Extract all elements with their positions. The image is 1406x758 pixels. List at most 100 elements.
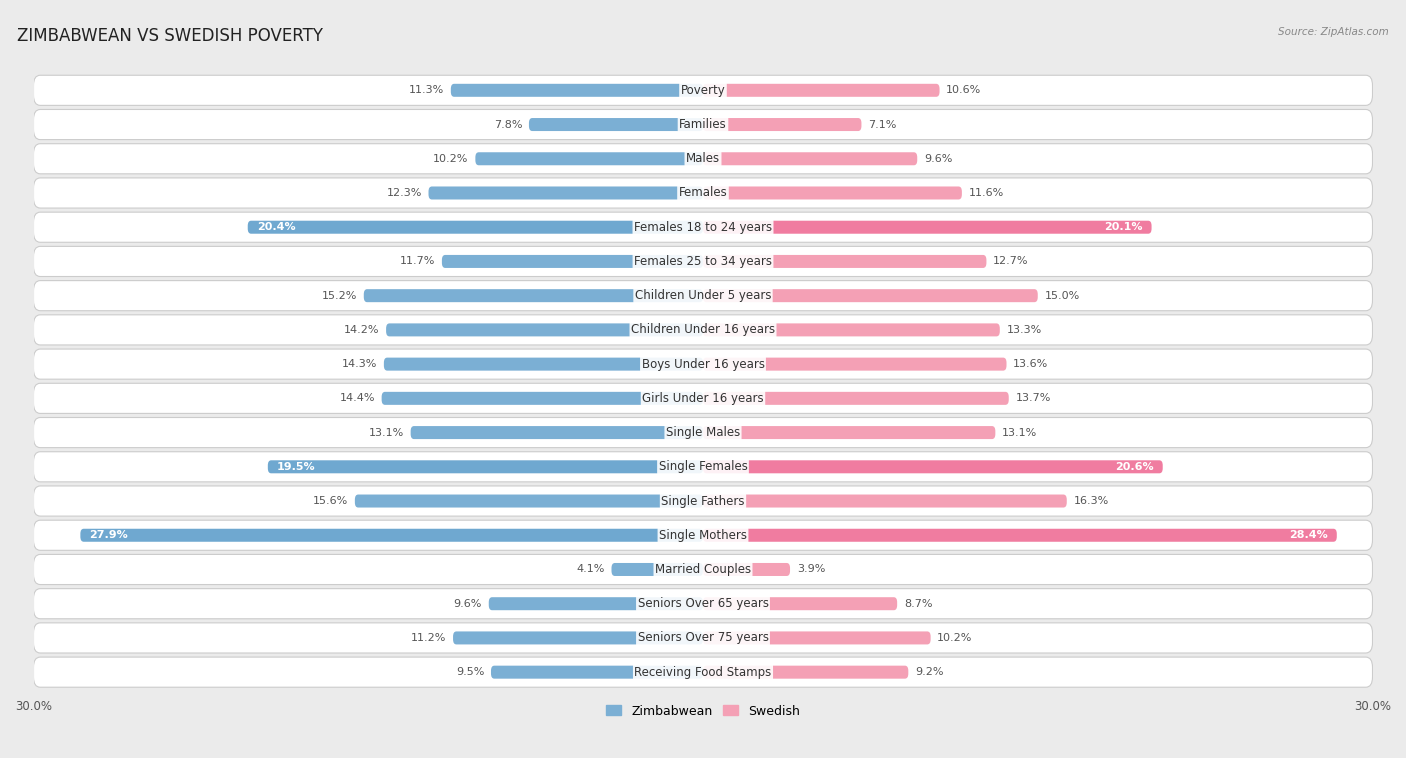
FancyBboxPatch shape <box>34 144 1372 174</box>
FancyBboxPatch shape <box>34 554 1372 584</box>
Text: Seniors Over 65 years: Seniors Over 65 years <box>637 597 769 610</box>
Text: 7.1%: 7.1% <box>868 120 897 130</box>
FancyBboxPatch shape <box>364 289 703 302</box>
Text: 9.6%: 9.6% <box>924 154 952 164</box>
Text: Single Mothers: Single Mothers <box>659 529 747 542</box>
Text: Females 25 to 34 years: Females 25 to 34 years <box>634 255 772 268</box>
Text: 11.6%: 11.6% <box>969 188 1004 198</box>
FancyBboxPatch shape <box>703 529 1337 542</box>
FancyBboxPatch shape <box>703 186 962 199</box>
FancyBboxPatch shape <box>489 597 703 610</box>
Text: 8.7%: 8.7% <box>904 599 932 609</box>
Text: 9.5%: 9.5% <box>456 667 484 677</box>
FancyBboxPatch shape <box>34 75 1372 105</box>
Text: Children Under 16 years: Children Under 16 years <box>631 324 775 337</box>
Text: 14.4%: 14.4% <box>339 393 375 403</box>
Text: Single Males: Single Males <box>666 426 740 439</box>
FancyBboxPatch shape <box>703 563 790 576</box>
Text: 12.3%: 12.3% <box>387 188 422 198</box>
FancyBboxPatch shape <box>34 315 1372 345</box>
Text: ZIMBABWEAN VS SWEDISH POVERTY: ZIMBABWEAN VS SWEDISH POVERTY <box>17 27 323 45</box>
FancyBboxPatch shape <box>34 280 1372 311</box>
FancyBboxPatch shape <box>34 178 1372 208</box>
Text: Females: Females <box>679 186 727 199</box>
FancyBboxPatch shape <box>703 84 939 97</box>
Text: 15.0%: 15.0% <box>1045 290 1080 301</box>
FancyBboxPatch shape <box>703 460 1163 473</box>
FancyBboxPatch shape <box>612 563 703 576</box>
Text: 11.7%: 11.7% <box>399 256 436 267</box>
FancyBboxPatch shape <box>703 255 987 268</box>
FancyBboxPatch shape <box>451 84 703 97</box>
Text: Families: Families <box>679 118 727 131</box>
Text: 7.8%: 7.8% <box>494 120 522 130</box>
FancyBboxPatch shape <box>703 289 1038 302</box>
Text: 11.2%: 11.2% <box>411 633 446 643</box>
FancyBboxPatch shape <box>475 152 703 165</box>
Text: 13.7%: 13.7% <box>1015 393 1050 403</box>
Text: 19.5%: 19.5% <box>277 462 315 471</box>
Text: 20.4%: 20.4% <box>257 222 295 232</box>
Text: 10.2%: 10.2% <box>938 633 973 643</box>
FancyBboxPatch shape <box>34 623 1372 653</box>
Text: 20.6%: 20.6% <box>1115 462 1154 471</box>
Text: Girls Under 16 years: Girls Under 16 years <box>643 392 763 405</box>
FancyBboxPatch shape <box>34 589 1372 619</box>
Text: Females 18 to 24 years: Females 18 to 24 years <box>634 221 772 233</box>
FancyBboxPatch shape <box>267 460 703 473</box>
FancyBboxPatch shape <box>491 666 703 678</box>
FancyBboxPatch shape <box>34 520 1372 550</box>
FancyBboxPatch shape <box>384 358 703 371</box>
Text: 13.1%: 13.1% <box>1002 428 1038 437</box>
Text: 13.6%: 13.6% <box>1014 359 1049 369</box>
Text: 15.2%: 15.2% <box>322 290 357 301</box>
Text: 13.1%: 13.1% <box>368 428 404 437</box>
FancyBboxPatch shape <box>703 152 917 165</box>
Text: Receiving Food Stamps: Receiving Food Stamps <box>634 666 772 678</box>
Text: 9.2%: 9.2% <box>915 667 943 677</box>
FancyBboxPatch shape <box>247 221 703 233</box>
FancyBboxPatch shape <box>703 118 862 131</box>
FancyBboxPatch shape <box>703 494 1067 508</box>
FancyBboxPatch shape <box>34 418 1372 448</box>
Text: 12.7%: 12.7% <box>993 256 1029 267</box>
FancyBboxPatch shape <box>80 529 703 542</box>
Text: 10.2%: 10.2% <box>433 154 468 164</box>
Text: Seniors Over 75 years: Seniors Over 75 years <box>637 631 769 644</box>
FancyBboxPatch shape <box>411 426 703 439</box>
Text: 20.1%: 20.1% <box>1104 222 1143 232</box>
FancyBboxPatch shape <box>703 221 1152 233</box>
Text: 14.2%: 14.2% <box>344 325 380 335</box>
Text: Boys Under 16 years: Boys Under 16 years <box>641 358 765 371</box>
Text: 16.3%: 16.3% <box>1073 496 1109 506</box>
Text: 9.6%: 9.6% <box>454 599 482 609</box>
FancyBboxPatch shape <box>381 392 703 405</box>
Text: 4.1%: 4.1% <box>576 565 605 575</box>
FancyBboxPatch shape <box>34 452 1372 482</box>
FancyBboxPatch shape <box>429 186 703 199</box>
FancyBboxPatch shape <box>529 118 703 131</box>
Text: 27.9%: 27.9% <box>90 531 128 540</box>
FancyBboxPatch shape <box>34 109 1372 139</box>
FancyBboxPatch shape <box>34 486 1372 516</box>
Text: 14.3%: 14.3% <box>342 359 377 369</box>
FancyBboxPatch shape <box>34 212 1372 243</box>
Text: Source: ZipAtlas.com: Source: ZipAtlas.com <box>1278 27 1389 36</box>
FancyBboxPatch shape <box>354 494 703 508</box>
Text: Males: Males <box>686 152 720 165</box>
FancyBboxPatch shape <box>703 631 931 644</box>
FancyBboxPatch shape <box>703 358 1007 371</box>
FancyBboxPatch shape <box>703 392 1008 405</box>
FancyBboxPatch shape <box>34 657 1372 688</box>
FancyBboxPatch shape <box>703 324 1000 337</box>
Legend: Zimbabwean, Swedish: Zimbabwean, Swedish <box>602 700 804 722</box>
Text: Single Females: Single Females <box>658 460 748 473</box>
FancyBboxPatch shape <box>703 666 908 678</box>
FancyBboxPatch shape <box>703 597 897 610</box>
FancyBboxPatch shape <box>34 384 1372 413</box>
FancyBboxPatch shape <box>453 631 703 644</box>
Text: 11.3%: 11.3% <box>409 86 444 96</box>
Text: 3.9%: 3.9% <box>797 565 825 575</box>
FancyBboxPatch shape <box>703 426 995 439</box>
Text: Poverty: Poverty <box>681 84 725 97</box>
